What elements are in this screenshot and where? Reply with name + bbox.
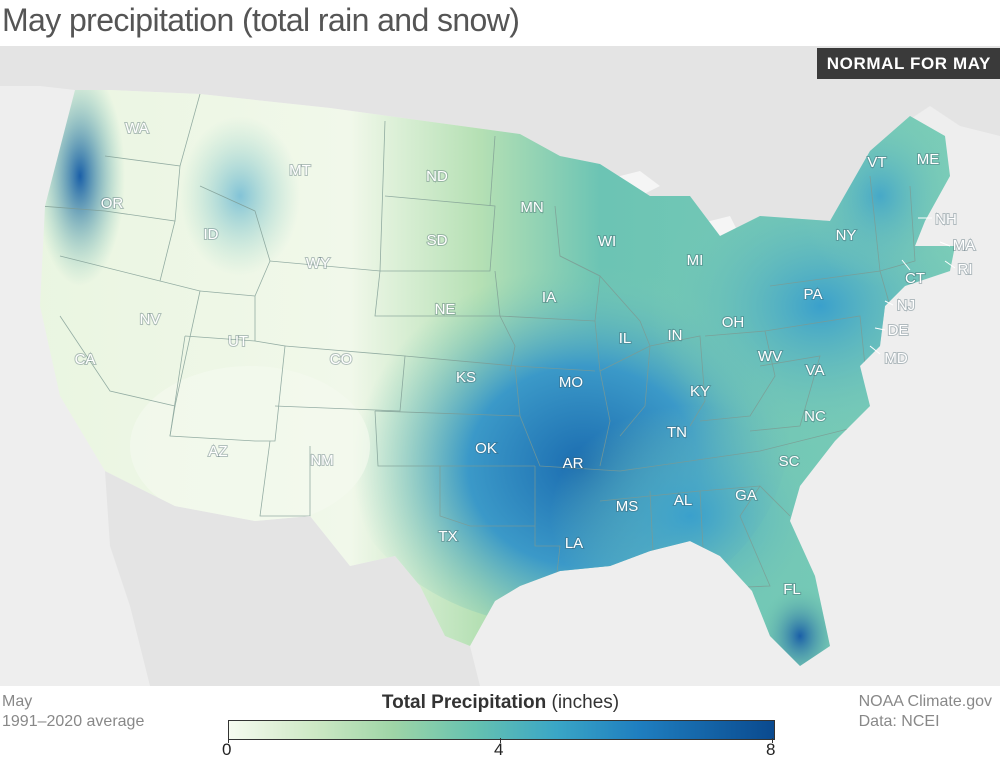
state-label-sc: SC [779,453,800,470]
state-label-mo: MO [559,374,583,391]
state-label-nd: ND [426,168,448,185]
legend-tick-8: 8 [766,740,776,759]
state-label-fl: FL [783,581,801,598]
map-area: WA OR CA ID NV MT WY UT AZ CO NM ND SD N… [0,46,1000,686]
state-label-ct: CT [905,270,925,287]
state-label-nv: NV [140,311,161,328]
state-label-ga: GA [735,487,757,504]
state-label-nj: NJ [897,297,915,314]
state-label-wi: WI [598,233,616,250]
legend-title: Total Precipitation (inches) [228,692,773,714]
state-label-in: IN [668,327,683,344]
state-label-or: OR [101,195,124,212]
state-label-tn: TN [667,424,687,441]
state-label-oh: OH [722,314,745,331]
label-leader-lines [869,217,956,355]
state-label-az: AZ [208,443,227,460]
canada-land [0,46,1000,236]
source-credit: NOAA Climate.gov [858,693,992,710]
state-label-mt: MT [289,162,311,179]
state-label-de: DE [888,322,909,339]
state-label-tx: TX [438,528,457,545]
state-label-la: LA [565,535,583,552]
legend-tick-mark-8 [772,738,773,743]
map-title: May precipitation (total rain and snow) [2,2,520,38]
period-label: May [2,693,33,710]
state-label-nh: NH [935,211,957,228]
state-label-nc: NC [804,408,826,425]
state-label-ny: NY [836,227,857,244]
state-label-md: MD [884,350,907,367]
footer-right: NOAA Climate.gov Data: NCEI [859,692,992,732]
state-label-ky: KY [690,383,710,400]
data-credit: Data: NCEI [858,713,940,730]
state-label-ut: UT [228,333,248,350]
legend-tick-mark-0 [228,738,229,743]
state-label-ma: MA [953,237,976,254]
state-label-me: ME [917,151,940,168]
state-label-nm: NM [310,452,333,469]
state-label-ok: OK [475,440,497,457]
state-label-al: AL [674,492,692,509]
mexico-land [105,471,480,686]
state-label-il: IL [619,330,632,347]
legend-title-bold: Total Precipitation [381,692,547,713]
legend-tick-0: 0 [222,740,232,759]
legend-color-bar [228,720,775,740]
state-label-mi: MI [687,252,704,269]
average-range-label: 1991–2020 average [2,713,145,730]
state-label-ri: RI [958,261,973,278]
state-label-ks: KS [456,369,476,386]
state-label-ar: AR [563,455,584,472]
precipitation-map: WA OR CA ID NV MT WY UT AZ CO NM ND SD N… [0,46,1000,686]
state-label-vt: VT [867,154,886,171]
state-label-wy: WY [306,255,330,272]
state-label-ne: NE [435,301,456,318]
state-label-co: CO [330,351,353,368]
state-label-wa: WA [125,120,149,137]
legend-tick-mark-4 [500,738,501,743]
normal-for-may-badge: NORMAL FOR MAY [816,48,1000,79]
state-label-mn: MN [520,199,543,216]
footer-left: May 1991–2020 average [2,692,144,732]
state-label-ca: CA [75,351,96,368]
state-labels: WA OR CA ID NV MT WY UT AZ CO NM ND SD N… [74,119,977,599]
state-label-va: VA [806,362,825,379]
state-label-ia: IA [542,289,556,306]
state-label-sd: SD [427,232,448,249]
state-label-pa: PA [804,286,823,303]
state-label-wv: WV [758,348,782,365]
state-label-ms: MS [616,498,639,515]
legend-tick-4: 4 [494,740,504,759]
state-label-id: ID [204,226,219,243]
legend-title-unit: (inches) [546,692,620,713]
